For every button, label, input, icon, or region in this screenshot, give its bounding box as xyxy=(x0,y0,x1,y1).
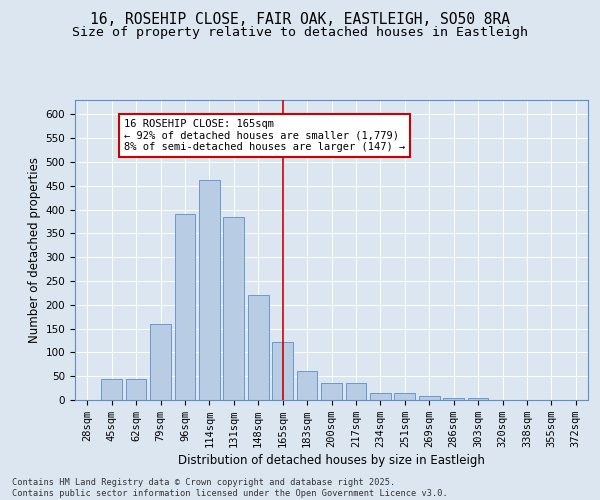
Text: Size of property relative to detached houses in Eastleigh: Size of property relative to detached ho… xyxy=(72,26,528,39)
Bar xyxy=(223,216,244,400)
Bar xyxy=(175,214,196,400)
Bar xyxy=(443,398,464,400)
Text: Contains HM Land Registry data © Crown copyright and database right 2025.
Contai: Contains HM Land Registry data © Crown c… xyxy=(12,478,448,498)
Bar xyxy=(321,384,342,400)
Text: 16 ROSEHIP CLOSE: 165sqm
← 92% of detached houses are smaller (1,779)
8% of semi: 16 ROSEHIP CLOSE: 165sqm ← 92% of detach… xyxy=(124,119,405,152)
X-axis label: Distribution of detached houses by size in Eastleigh: Distribution of detached houses by size … xyxy=(178,454,485,467)
Text: 16, ROSEHIP CLOSE, FAIR OAK, EASTLEIGH, SO50 8RA: 16, ROSEHIP CLOSE, FAIR OAK, EASTLEIGH, … xyxy=(90,12,510,28)
Bar xyxy=(150,324,171,400)
Bar xyxy=(346,384,367,400)
Bar xyxy=(248,295,269,400)
Y-axis label: Number of detached properties: Number of detached properties xyxy=(28,157,41,343)
Bar xyxy=(296,372,317,400)
Bar xyxy=(394,393,415,400)
Bar xyxy=(370,393,391,400)
Bar xyxy=(125,379,146,400)
Bar xyxy=(199,180,220,400)
Bar xyxy=(101,379,122,400)
Bar xyxy=(467,398,488,400)
Bar xyxy=(419,396,440,400)
Bar xyxy=(272,342,293,400)
